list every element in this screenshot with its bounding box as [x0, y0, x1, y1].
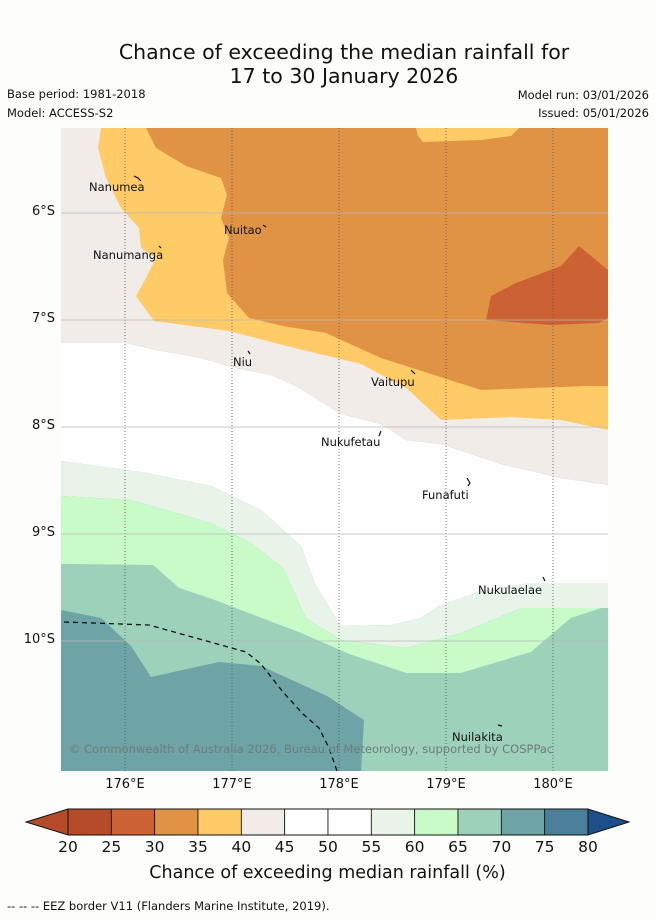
colorbar-cell: [544, 808, 589, 836]
map-canvas: [61, 128, 608, 771]
island-nukufetau: [378, 430, 382, 437]
island-funafuti: [466, 477, 471, 487]
colorbar: [24, 808, 631, 836]
parallels: [61, 212, 608, 642]
lon-label: 180°E: [533, 777, 573, 792]
lon-label: 178°E: [319, 777, 359, 792]
colorbar-tick: 50: [318, 838, 338, 856]
island-nanumea: [133, 175, 142, 182]
lat-label: 6°S: [31, 204, 55, 219]
map-title: Chance of exceeding the median rainfall …: [0, 40, 655, 88]
colorbar-title: Chance of exceeding median rainfall (%): [149, 863, 506, 883]
place-label: Nukulaelae: [478, 583, 543, 597]
lat-label: 10°S: [23, 632, 55, 647]
place-label: Niu: [233, 355, 253, 369]
region-35-40-top: [416, 128, 519, 142]
colorbar-tick: 25: [101, 838, 122, 856]
colorbar-cell: [110, 808, 156, 836]
colorbar-cell: [284, 808, 329, 836]
eez-legend: -- -- -- EEZ border V11 (Flanders Marine…: [7, 899, 330, 913]
island-nukulaelae: [542, 576, 546, 582]
colorbar-frame: [67, 808, 589, 836]
colorbar-cell: [370, 808, 416, 836]
colorbar-tick: 55: [361, 838, 382, 856]
colorbar-tick: 45: [274, 838, 295, 856]
place-label: Nuitao: [224, 223, 262, 237]
colorbar-cell: [327, 808, 372, 836]
island-nanumanga: [158, 245, 162, 249]
region-55-60: [61, 461, 608, 648]
colorbar-cell: [67, 808, 112, 836]
colorbar-tick: 70: [491, 838, 512, 856]
place-label: Nanumanga: [93, 248, 164, 262]
colorbar-high-arrow: [587, 808, 631, 836]
place-label: Nanumea: [89, 180, 145, 194]
region-60-65: [61, 496, 608, 673]
colorbar-tick: 80: [578, 838, 598, 856]
island-vaitupu: [410, 369, 416, 375]
colorbar-tick: 20: [58, 838, 78, 856]
islands: [133, 175, 546, 727]
lat-label: 9°S: [31, 525, 55, 540]
colorbar-cell: [457, 808, 502, 836]
rainfall-map[interactable]: Nanumea Nuitao Nanumanga Niu Vaitupu Nuk…: [61, 128, 608, 771]
region-65-70: [61, 564, 608, 771]
region-25-30: [486, 246, 608, 325]
lon-label: 176°E: [105, 777, 145, 792]
colorbar-tick: 60: [404, 838, 425, 856]
colorbar-cell: [197, 808, 242, 836]
colorbar-cells: [67, 808, 589, 836]
lon-label: 179°E: [426, 777, 466, 792]
colorbar-tick: 40: [231, 838, 252, 856]
base-period: Base period: 1981-2018: [7, 87, 146, 101]
copyright-notice: © Commonwealth of Australia 2026, Bureau…: [69, 742, 554, 756]
lat-label: 8°S: [31, 418, 55, 433]
title-line-1: Chance of exceeding the median rainfall …: [118, 40, 570, 64]
region-45-55: [61, 343, 608, 626]
region-30-35: [146, 128, 608, 390]
title-line-2: 17 to 30 January 2026: [229, 64, 459, 88]
colorbar-tick: 65: [448, 838, 468, 856]
colorbar-tick: 30: [144, 838, 165, 856]
island-nuilakita: [497, 724, 503, 727]
model-run: Model run: 03/01/2026: [517, 88, 649, 102]
place-label: Nukufetau: [321, 435, 381, 449]
colorbar-cell: [240, 808, 286, 836]
colorbar-cell: [500, 808, 546, 836]
eez-border: [63, 621, 338, 771]
meridians: [124, 128, 554, 771]
issued-date: Issued: 05/01/2026: [538, 106, 649, 120]
lat-label: 7°S: [31, 311, 55, 326]
model-name: Model: ACCESS-S2: [7, 106, 114, 120]
place-label: Vaitupu: [371, 375, 415, 389]
colorbar-cell: [154, 808, 199, 836]
colorbar-tick: 75: [534, 838, 555, 856]
place-label: Funafuti: [422, 488, 469, 502]
place-label: Nuilakita: [452, 730, 503, 744]
colorbar-tick: 35: [188, 838, 208, 856]
island-niu: [247, 350, 251, 355]
colorbar-cell: [414, 808, 459, 836]
island-nuitao: [262, 224, 267, 228]
lon-label: 177°E: [212, 777, 252, 792]
colorbar-low-arrow: [24, 808, 69, 836]
